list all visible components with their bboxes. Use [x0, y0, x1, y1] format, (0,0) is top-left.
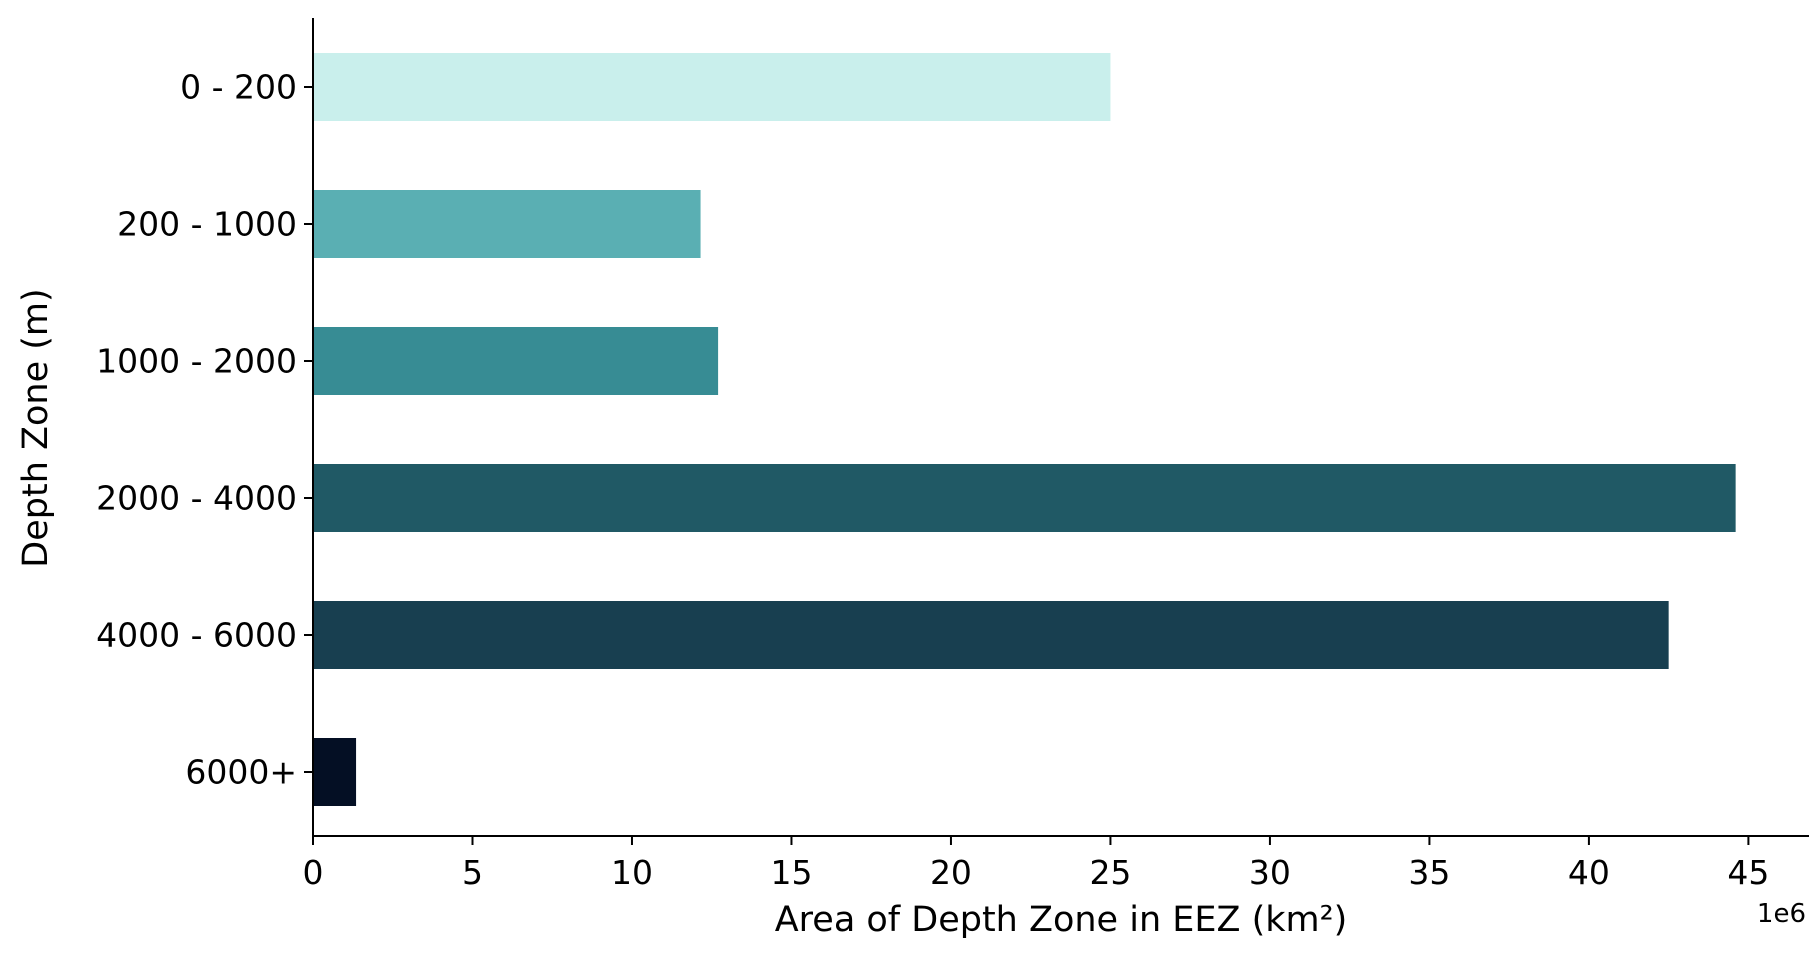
x-tick-label-40: 40 [1568, 853, 1610, 892]
x-tick-label-25: 25 [1089, 853, 1131, 892]
x-tick-label-10: 10 [611, 853, 653, 892]
bar-200-1000 [313, 190, 701, 258]
y-tick-label-2000-4000: 2000 - 4000 [96, 479, 297, 518]
y-tick-label-0-200: 0 - 200 [180, 68, 297, 107]
y-ticks-group: 0 - 200 200 - 1000 1000 - 2000 2000 - 4000 4… [96, 68, 313, 792]
x-tick-label-30: 30 [1249, 853, 1291, 892]
y-tick-label-200-1000: 200 - 1000 [117, 205, 297, 244]
x-tick-label-45: 45 [1727, 853, 1769, 892]
y-tick-label-1000-2000: 1000 - 2000 [96, 342, 297, 381]
bar-4000-6000 [313, 601, 1669, 669]
y-axis-title: Depth Zone (m) [16, 288, 56, 567]
x-axis-offset-label: 1e6 [1757, 899, 1806, 929]
bar-1000-2000 [313, 327, 719, 395]
y-tick-label-6000-plus: 6000+ [185, 753, 297, 792]
x-tick-label-15: 15 [770, 853, 812, 892]
x-ticks-group: 0 5 10 15 20 25 30 35 40 45 [303, 836, 1769, 892]
y-tick-label-4000-6000: 4000 - 6000 [96, 616, 297, 655]
bar-6000-plus [313, 738, 357, 806]
x-tick-label-35: 35 [1408, 853, 1450, 892]
x-tick-label-20: 20 [930, 853, 972, 892]
bar-2000-4000 [313, 464, 1736, 532]
x-tick-label-0: 0 [303, 853, 324, 892]
bar-0-200 [313, 53, 1111, 121]
bars-group [313, 53, 1736, 806]
x-tick-label-5: 5 [462, 853, 483, 892]
x-axis-title: Area of Depth Zone in EEZ (km²) [775, 900, 1348, 940]
